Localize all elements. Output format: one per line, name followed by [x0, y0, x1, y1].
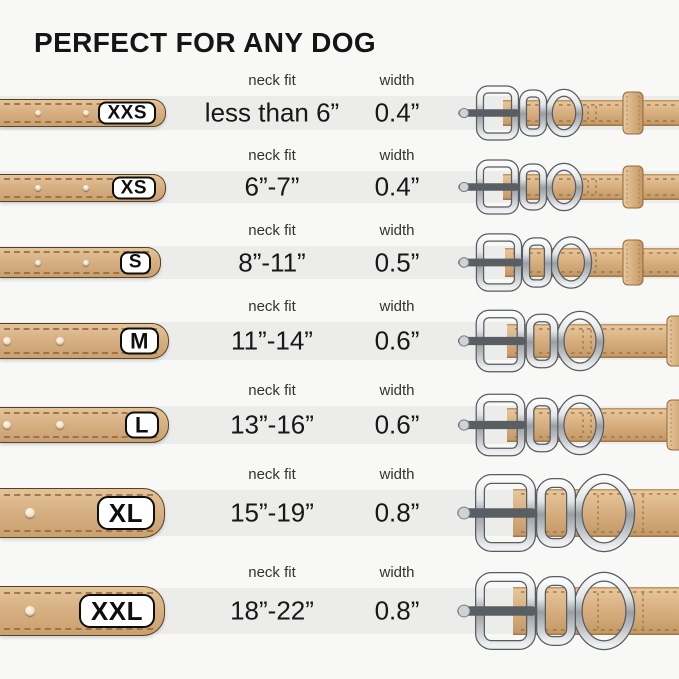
width-value: 0.8”	[374, 595, 420, 626]
stitch-line	[4, 592, 153, 594]
size-badge: M	[120, 327, 159, 355]
neck-fit-header: neck fit	[248, 222, 296, 239]
neck-fit-value: 6”-7”	[244, 171, 300, 202]
neck-fit-value: 8”-11”	[238, 247, 306, 277]
width-header: width	[379, 466, 415, 483]
stitch-line	[4, 328, 157, 330]
collar-strap-tail: M	[0, 323, 169, 359]
neck-fit-header: neck fit	[248, 72, 296, 89]
size-badge: XXS	[98, 101, 156, 125]
size-badge: XS	[111, 176, 156, 200]
collar-strap-tail: L	[0, 407, 169, 443]
neck-fit-value: 11”-14”	[231, 325, 313, 356]
size-badge: S	[119, 251, 151, 274]
size-badge: L	[125, 411, 159, 439]
width-header: width	[379, 298, 415, 315]
neck-fit-value: 15”-19”	[230, 497, 314, 528]
collar-strap-tail: XL	[0, 488, 165, 538]
size-row-l: neck fit width 13”-16” 0.6” L	[0, 382, 679, 457]
width-value: 0.4”	[374, 97, 420, 128]
strap-hole	[83, 259, 89, 266]
collar-strap-tail: XXL	[0, 586, 165, 636]
width-value: 0.4”	[374, 171, 420, 202]
strap-hole	[25, 508, 35, 518]
strap-hole	[83, 185, 89, 191]
collar-strap-tail: XXS	[0, 99, 166, 127]
collar-photo	[455, 233, 679, 292]
stitch-line	[4, 436, 157, 438]
strap-hole	[35, 259, 41, 266]
collar-photo	[455, 571, 679, 651]
neck-fit-value: 18”-22”	[230, 595, 314, 626]
width-header: width	[379, 72, 415, 89]
strap-hole	[25, 606, 35, 616]
width-header: width	[379, 382, 415, 399]
neck-fit-header: neck fit	[248, 382, 296, 399]
stitch-line	[4, 251, 149, 253]
strap-hole	[35, 185, 41, 191]
width-value: 0.8”	[374, 497, 420, 528]
stitch-line	[4, 494, 153, 496]
collar-photo	[455, 393, 679, 457]
stitch-line	[4, 121, 154, 123]
neck-fit-header: neck fit	[248, 466, 296, 483]
neck-fit-header: neck fit	[248, 298, 296, 315]
stitch-line	[4, 412, 157, 414]
size-badge: XXL	[78, 594, 155, 628]
strap-hole	[35, 110, 41, 116]
collar-photo	[455, 159, 679, 215]
size-badge: XL	[96, 496, 155, 530]
size-row-xxs: neck fit width less than 6” 0.4” XXS	[0, 72, 679, 141]
collar-photo	[455, 309, 679, 373]
neck-fit-value: 13”-16”	[230, 409, 314, 440]
size-row-xl: neck fit width 15”-19” 0.8” XL	[0, 466, 679, 553]
width-value: 0.6”	[374, 409, 420, 440]
neck-fit-value: less than 6”	[204, 97, 340, 128]
strap-hole	[3, 337, 11, 345]
collar-photo	[455, 85, 679, 141]
page-title: PERFECT FOR ANY DOG	[34, 27, 377, 58]
width-header: width	[379, 564, 415, 581]
collar-strap-tail: XS	[0, 174, 166, 202]
stitch-line	[4, 530, 153, 532]
stitch-line	[4, 272, 149, 274]
stitch-line	[4, 178, 154, 180]
stitch-line	[4, 196, 154, 198]
size-row-s: neck fit width 8”-11” 0.5” S	[0, 222, 679, 292]
width-header: width	[379, 147, 415, 164]
stitch-line	[4, 103, 154, 105]
neck-fit-header: neck fit	[248, 147, 296, 164]
neck-fit-header: neck fit	[248, 564, 296, 581]
collar-strap-tail: S	[0, 247, 161, 278]
stitch-line	[4, 628, 153, 630]
strap-hole	[56, 337, 64, 345]
collar-photo	[455, 473, 679, 553]
size-row-m: neck fit width 11”-14” 0.6” M	[0, 298, 679, 373]
width-value: 0.5”	[374, 247, 420, 277]
size-row-xxl: neck fit width 18”-22” 0.8” XXL	[0, 564, 679, 651]
strap-hole	[83, 110, 89, 116]
stitch-line	[4, 352, 157, 354]
strap-hole	[3, 421, 11, 429]
width-header: width	[379, 222, 415, 239]
size-row-xs: neck fit width 6”-7” 0.4” XS	[0, 147, 679, 215]
strap-hole	[56, 421, 64, 429]
width-value: 0.6”	[374, 325, 420, 356]
